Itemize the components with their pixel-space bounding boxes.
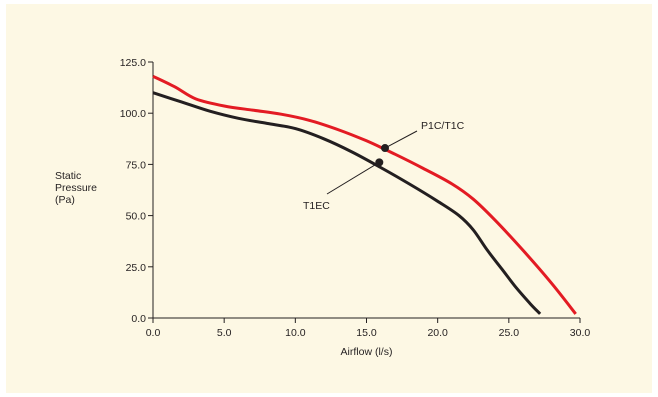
y-tick-label: 125.0 [120, 57, 146, 69]
x-tick-label: 15.0 [356, 327, 377, 339]
y-tick-label: 0.0 [131, 313, 146, 325]
x-tick-label: 30.0 [570, 327, 591, 339]
y-tick-label: 50.0 [126, 211, 147, 223]
annotation-label-p1c-t1c: P1C/T1C [421, 120, 465, 132]
y-axis-title-line: (Pa) [55, 194, 75, 206]
annotation-layer: P1C/T1C T1EC [303, 120, 465, 212]
annotation-label-t1ec: T1EC [303, 200, 330, 212]
y-tick-label: 100.0 [120, 108, 146, 120]
series-line-black [152, 91, 542, 315]
x-axis-title: Airflow (l/s) [341, 346, 393, 358]
y-tick-label: 75.0 [126, 159, 147, 171]
annotation-dot-p1c-t1c [381, 144, 390, 153]
x-tick-label: 20.0 [427, 327, 448, 339]
y-axis-title-line: Pressure [55, 182, 97, 194]
y-axis-title-line: Static [55, 170, 81, 182]
series-line-red [152, 74, 577, 315]
annotation-leader-t1ec [326, 161, 380, 195]
annotation-leader-p1c-t1c [384, 130, 418, 149]
x-tick-label: 5.0 [217, 327, 232, 339]
x-tick-label: 25.0 [499, 327, 520, 339]
annotation-dot-t1ec [375, 158, 384, 167]
x-tick-label: 10.0 [285, 327, 306, 339]
series-layer [152, 74, 577, 315]
chart-figure: 0.0 25.0 50.0 75.0 100.0 125.0 0.0 5.0 10.0 15.0 2… [6, 4, 652, 393]
y-tick-label: 25.0 [126, 262, 147, 274]
axes: 0.0 25.0 50.0 75.0 100.0 125.0 0.0 5.0 10.0 15.0 2… [55, 57, 590, 358]
x-tick-label: 0.0 [146, 327, 161, 339]
pressure-airflow-chart: 0.0 25.0 50.0 75.0 100.0 125.0 0.0 5.0 10.0 15.0 2… [55, 57, 590, 358]
